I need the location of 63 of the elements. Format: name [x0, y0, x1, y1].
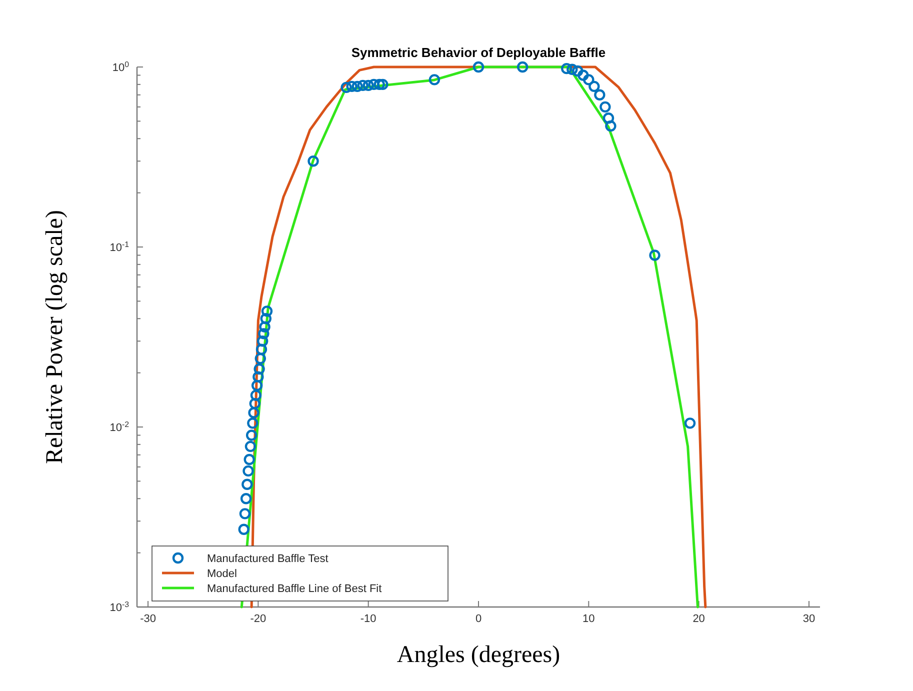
point — [600, 101, 611, 113]
point — [602, 112, 614, 124]
x-tick-label: 30 — [802, 613, 816, 625]
point — [246, 430, 258, 441]
point — [649, 250, 660, 261]
x-tick-label: 10 — [582, 613, 595, 625]
point — [346, 80, 358, 92]
x-axis-title: Angles (degrees) — [396, 642, 560, 668]
point — [428, 74, 440, 86]
point — [256, 336, 268, 347]
y-tick-label: 10$^{-1}$ — [110, 240, 130, 254]
point — [254, 363, 265, 375]
x-tick-label: -30 — [140, 613, 156, 625]
chart-title: Symmetric Behavior of Deployable Baffle — [351, 45, 606, 60]
legend-label: Manufactured Baffle Test — [207, 553, 328, 565]
point — [605, 120, 616, 132]
point — [368, 78, 380, 90]
point — [684, 418, 696, 429]
point — [242, 478, 253, 490]
point — [377, 78, 388, 90]
point — [259, 321, 270, 332]
y-tick-label: 10$^{-2}$ — [110, 420, 129, 434]
point — [516, 61, 528, 73]
legend-label: Manufactured Baffle Line of Best Fit — [207, 583, 382, 595]
point — [357, 80, 368, 92]
point — [308, 156, 319, 167]
point — [252, 371, 264, 382]
point — [244, 440, 256, 452]
point — [242, 465, 254, 477]
point — [238, 524, 250, 535]
point — [583, 74, 594, 86]
point — [340, 82, 352, 94]
y-tick-label: 10$^{0}$ — [112, 60, 130, 74]
point — [572, 65, 584, 77]
point — [374, 78, 385, 90]
x-tick-label: -10 — [360, 613, 376, 625]
point — [561, 62, 572, 74]
point — [247, 418, 258, 429]
point — [578, 70, 589, 81]
point — [472, 61, 484, 73]
point — [250, 390, 262, 401]
point — [251, 380, 263, 392]
point — [258, 328, 270, 340]
point — [566, 64, 578, 75]
point — [240, 493, 252, 504]
y-axis-title: Relative Power (log scale) — [42, 210, 68, 464]
point — [588, 80, 600, 92]
x-tick-label: -20 — [250, 613, 266, 625]
point — [248, 407, 260, 418]
point — [260, 313, 272, 324]
legend-label: Model — [207, 568, 237, 580]
point — [261, 306, 273, 317]
point — [594, 89, 606, 100]
point — [249, 398, 260, 410]
point — [362, 80, 374, 92]
point — [239, 508, 251, 520]
y-tick-label: 10$^{-3}$ — [110, 600, 130, 614]
x-tick-label: 0 — [475, 613, 482, 625]
point — [254, 352, 266, 364]
point — [244, 454, 255, 466]
x-tick-label: 20 — [692, 613, 705, 625]
point — [256, 344, 268, 355]
point — [352, 80, 363, 92]
